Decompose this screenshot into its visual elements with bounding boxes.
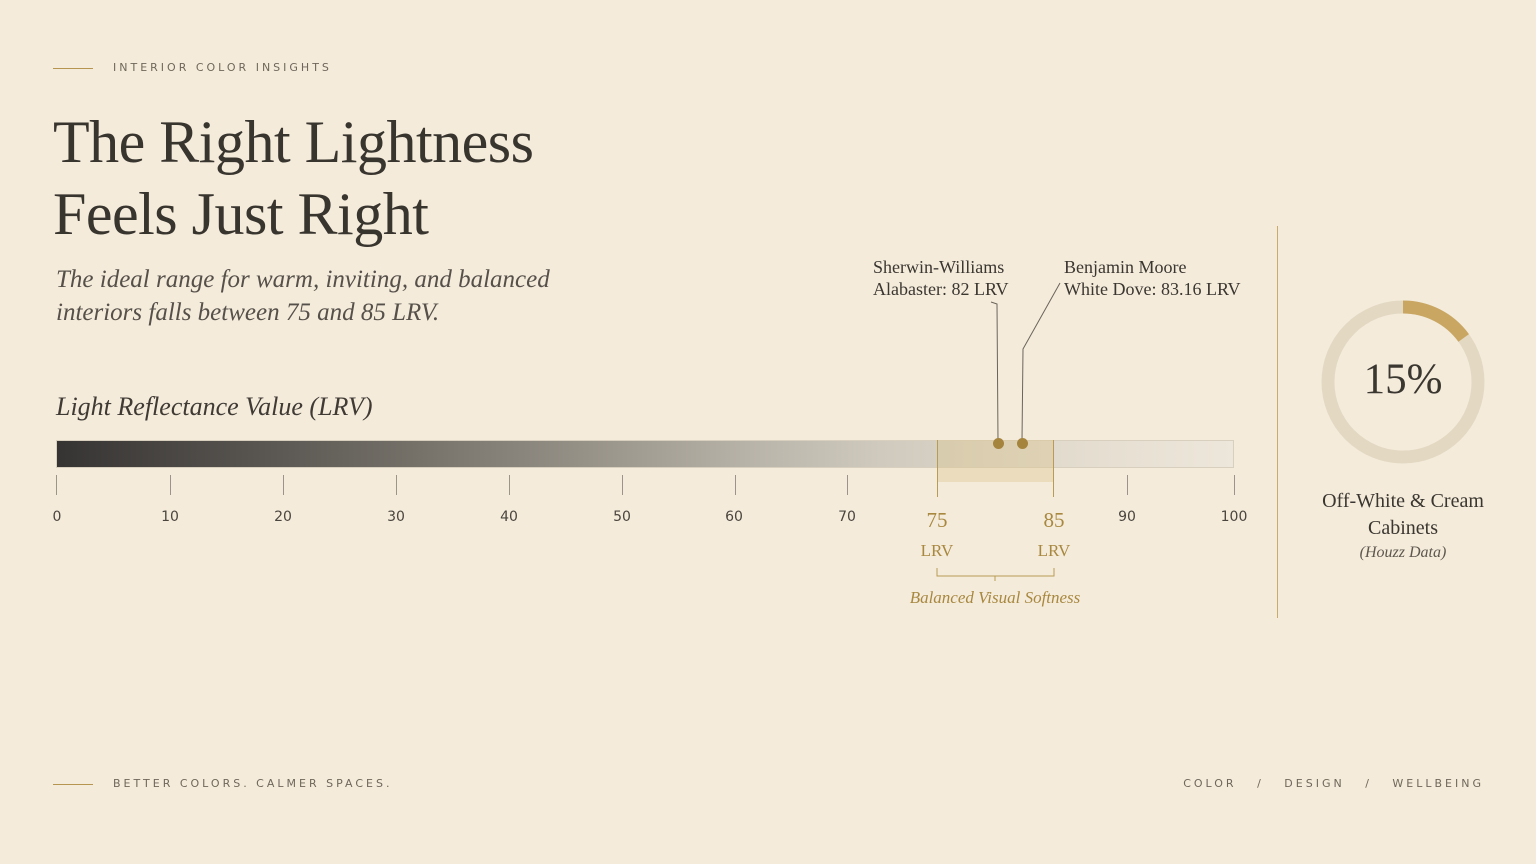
stat-caption-line-2: Cabinets [1368,517,1438,539]
tick-label: 60 [725,509,743,525]
callout-detail: White Dove: 83.16 LRV [1064,279,1241,299]
ring-progress [1321,300,1485,464]
leader-line-alabaster [990,301,999,442]
footer-nav-design[interactable]: DESIGN [1284,777,1345,790]
stat-value: 15% [1363,356,1443,403]
tick [56,475,57,495]
eyebrow-rule [53,68,93,69]
tick-label: 70 [838,509,856,525]
tick [622,475,623,495]
scale-heading: Light Reflectance Value (LRV) [56,392,373,421]
range-line-low [937,440,938,497]
tick-label: 30 [387,509,405,525]
range-high-number: 85 [1043,508,1065,532]
tick-label: 10 [161,509,179,525]
footer-nav-separator: / [1257,777,1264,790]
page-title: The Right Lightness Feels Just Right [53,106,534,250]
stat-ring [1321,300,1485,464]
callout-benjamin-moore: Benjamin Moore White Dove: 83.16 LRV [1064,256,1241,300]
tick [1234,475,1235,495]
callout-brand: Benjamin Moore [1064,257,1187,277]
footer-rule [53,784,93,785]
stat-source: (Houzz Data) [1359,544,1447,561]
tick-label: 90 [1118,509,1136,525]
tick [1127,475,1128,495]
range-low-unit: LRV [920,541,954,560]
range-bracket [936,568,1055,581]
tick [283,475,284,495]
tick [847,475,848,495]
tick-label: 40 [500,509,518,525]
stat-caption: Off-White & Cream Cabinets [1302,488,1504,542]
callout-detail: Alabaster: 82 LRV [873,279,1009,299]
tick [735,475,736,495]
tick [509,475,510,495]
range-low-number: 75 [926,508,948,532]
footer-tagline: BETTER COLORS. CALMER SPACES. [113,777,393,790]
footer-nav-separator: / [1365,777,1372,790]
subtitle-line-1: The ideal range for warm, inviting, and … [56,266,550,293]
callout-brand: Sherwin-Williams [873,257,1005,277]
footer-nav-color[interactable]: COLOR [1183,777,1237,790]
footer-nav: COLOR / DESIGN / WELLBEING [1183,777,1484,790]
title-line-2: Feels Just Right [53,181,429,247]
tick [396,475,397,495]
tick-label: 20 [274,509,292,525]
tick-label: 0 [52,509,62,525]
marker-white-dove [1017,438,1028,449]
title-line-1: The Right Lightness [53,109,534,175]
page-subtitle: The ideal range for warm, inviting, and … [56,263,550,329]
stat-caption-line-1: Off-White & Cream [1322,490,1484,512]
lrv-gradient-bar [56,440,1234,468]
marker-alabaster [993,438,1004,449]
range-high-unit: LRV [1037,541,1071,560]
eyebrow-text: INTERIOR COLOR INSIGHTS [113,61,332,74]
range-line-high [1053,440,1054,497]
tick-label: 50 [613,509,631,525]
callout-sherwin-williams: Sherwin-Williams Alabaster: 82 LRV [873,256,1009,300]
range-label: Balanced Visual Softness [909,588,1081,607]
leader-line-white-dove [1021,282,1061,442]
subtitle-line-2: interiors falls between 75 and 85 LRV. [56,299,440,326]
vertical-divider [1277,226,1278,618]
tick [170,475,171,495]
tick-label: 100 [1220,509,1248,525]
footer-nav-wellbeing[interactable]: WELLBEING [1392,777,1484,790]
